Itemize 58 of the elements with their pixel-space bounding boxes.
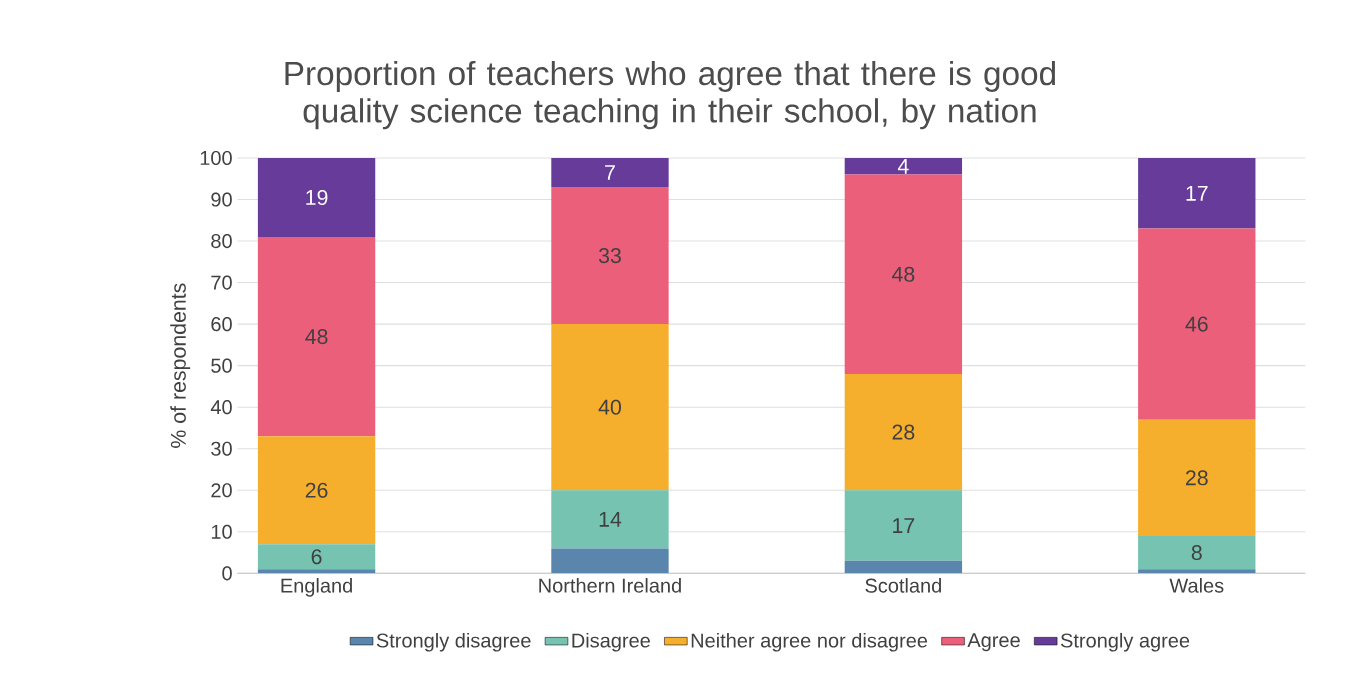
- bar: [257, 236, 376, 437]
- data-label: 17: [1186, 185, 1208, 201]
- y-tick-label: 60: [211, 317, 232, 332]
- y-tick-label: 0: [222, 566, 232, 581]
- legend-label: Strongly agree: [1060, 632, 1190, 652]
- x-tick-label: Wales: [1169, 578, 1224, 593]
- bar: [551, 324, 669, 491]
- bar: [1138, 535, 1256, 570]
- bar: [844, 373, 963, 491]
- bar: [844, 490, 963, 561]
- data-label: 33: [598, 248, 621, 264]
- data-label: 48: [892, 266, 915, 282]
- bar: [257, 157, 376, 237]
- bar: [551, 187, 669, 325]
- bar: [551, 490, 669, 549]
- y-tick-label: 30: [211, 441, 232, 456]
- y-tick-label: 80: [211, 233, 232, 249]
- legend-label: Strongly disagree: [376, 632, 531, 652]
- bar: [1138, 157, 1256, 229]
- data-label: 8: [1191, 545, 1202, 561]
- bar: [844, 560, 963, 574]
- bar: [257, 569, 376, 574]
- bar: [257, 544, 376, 570]
- y-tick-label: 20: [211, 483, 232, 498]
- chart-title: Proportion of teachers who agree that there is good quality science teaching in their school, by nation: [285, 60, 1055, 130]
- data-label: 14: [599, 511, 622, 527]
- bar: [551, 157, 669, 188]
- data-label: 40: [598, 399, 621, 415]
- y-tick-label: 100: [200, 150, 232, 166]
- data-label: 17: [893, 518, 915, 533]
- data-label: 6: [311, 549, 322, 565]
- legend-label: Neither agree nor disagree: [691, 632, 928, 652]
- y-tick-label: 40: [210, 400, 232, 415]
- x-tick-label: Northern Ireland: [539, 578, 681, 593]
- data-label: 28: [892, 424, 915, 440]
- data-label: 7: [605, 165, 615, 180]
- bar: [1138, 228, 1256, 420]
- data-label: 26: [305, 482, 328, 498]
- bar: [1138, 569, 1256, 574]
- y-tick-label: 50: [211, 358, 232, 373]
- bar: [551, 548, 669, 574]
- data-label: 19: [306, 189, 328, 205]
- y-tick-label: 90: [211, 192, 232, 207]
- data-label: 48: [305, 329, 328, 345]
- x-tick-label: Scotland: [865, 578, 941, 593]
- legend-label: Disagree: [572, 632, 650, 652]
- y-tick-label: 70: [211, 275, 232, 290]
- data-label: 28: [1185, 470, 1208, 486]
- y-axis-title: % of respondents: [170, 283, 191, 448]
- y-tick-label: 10: [211, 524, 232, 539]
- bar: [844, 174, 963, 374]
- bar: [257, 436, 376, 545]
- bar: [844, 157, 963, 175]
- data-label: 4: [897, 158, 909, 174]
- x-tick-label: England: [281, 578, 352, 597]
- legend-label: Agree: [967, 633, 1020, 652]
- bar: [1138, 419, 1256, 536]
- data-label: 46: [1185, 316, 1208, 332]
